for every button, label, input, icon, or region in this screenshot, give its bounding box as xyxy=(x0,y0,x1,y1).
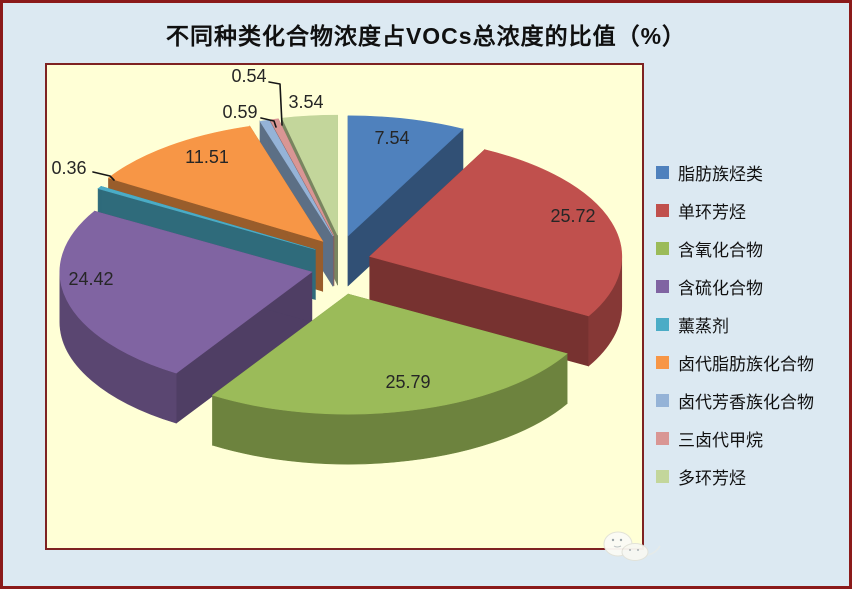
slice-value-label: 0.54 xyxy=(231,66,266,86)
legend-label: 薰蒸剂 xyxy=(678,316,729,336)
pie-slice-top xyxy=(97,186,316,250)
legend-label: 单环芳烃 xyxy=(678,202,746,222)
legend-swatch-icon xyxy=(656,203,669,217)
legend-item: 卤代芳香族化合物 xyxy=(656,381,849,419)
slice-value-label: 24.42 xyxy=(68,269,113,289)
legend-swatch-icon xyxy=(656,279,669,293)
legend-item: 卤代脂肪族化合物 xyxy=(656,343,849,381)
watermark-mascot-icon xyxy=(603,531,661,561)
slice-value-label: 25.72 xyxy=(550,206,595,226)
pie-slice-top xyxy=(347,115,464,237)
pie-chart: 7.54 25.72 25.79 24.42 0.36 11.51 0.59 0.54 3.54 xyxy=(51,66,661,561)
legend-item: 薰蒸剂 xyxy=(656,305,849,343)
pie-slice-top xyxy=(107,126,324,242)
legend-label: 含硫化合物 xyxy=(678,278,763,298)
label-leader-line xyxy=(268,81,283,126)
legend-swatch-icon xyxy=(656,241,669,255)
legend-item: 三卤代甲烷 xyxy=(656,419,849,457)
legend-item: 脂肪族烃类 xyxy=(656,153,849,191)
legend-label: 卤代芳香族化合物 xyxy=(678,392,814,412)
slice-value-label: 0.59 xyxy=(222,102,257,122)
legend-swatch-icon xyxy=(656,165,669,179)
slice-value-label: 11.51 xyxy=(185,147,229,167)
legend-item: 含硫化合物 xyxy=(656,267,849,305)
legend-label: 三卤代甲烷 xyxy=(678,430,763,450)
chart-title: 不同种类化合物浓度占VOCs总浓度的比值（%） xyxy=(165,23,687,49)
slice-value-label: 3.54 xyxy=(288,92,323,112)
legend-label: 脂肪族烃类 xyxy=(678,164,763,184)
legend-item: 含氧化合物 xyxy=(656,229,849,267)
legend-label: 多环芳烃 xyxy=(678,468,746,488)
legend-item: 单环芳烃 xyxy=(656,191,849,229)
slice-value-label: 25.79 xyxy=(385,372,430,392)
pie-slice-top xyxy=(369,149,623,317)
legend-swatch-icon xyxy=(656,393,669,407)
legend-label: 含氧化合物 xyxy=(678,240,763,260)
legend-swatch-icon xyxy=(656,355,669,369)
pie-slice-top xyxy=(211,293,568,415)
legend-item: 多环芳烃 xyxy=(656,457,849,495)
legend-swatch-icon xyxy=(656,317,669,331)
pie-slice-top xyxy=(59,210,313,374)
legend-label: 卤代脂肪族化合物 xyxy=(678,354,814,374)
slice-value-label: 7.54 xyxy=(374,128,409,148)
label-leader-line xyxy=(260,117,277,128)
legend-swatch-icon xyxy=(656,431,669,445)
label-leader-line xyxy=(92,171,115,181)
slice-value-label: 0.36 xyxy=(51,158,86,178)
chart-legend: 脂肪族烃类 单环芳烃 含氧化合物 含硫化合物 薰蒸剂 卤代脂肪族化合物 卤代芳香… xyxy=(656,153,849,495)
legend-swatch-icon xyxy=(656,469,669,483)
